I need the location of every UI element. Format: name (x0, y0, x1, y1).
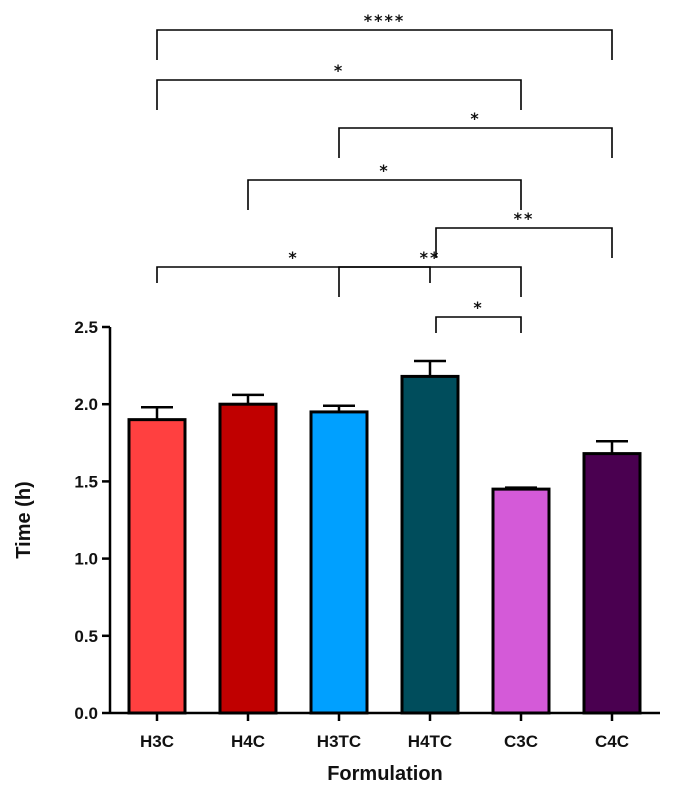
significance-bracket (156, 79, 522, 110)
bar-c3c (491, 487, 551, 715)
significance-brackets: ** *********** (156, 11, 613, 333)
significance-label: * (334, 61, 344, 80)
bar-h4tc (400, 374, 460, 715)
significance-label: **** (364, 11, 405, 30)
bar-h4c (218, 402, 278, 715)
significance-bracket (338, 127, 613, 158)
y-tick-label: 0.5 (74, 627, 98, 646)
significance-bracket (247, 179, 522, 210)
y-tick-label: 0.0 (74, 704, 98, 723)
x-tick-label: C4C (595, 732, 629, 751)
y-tick-label: 2.5 (74, 318, 98, 337)
y-axis-title: Time (h) (13, 481, 35, 558)
x-tick-label: H4TC (408, 732, 452, 751)
significance-bracket (156, 29, 613, 60)
significance-label: ** (514, 209, 535, 228)
y-tick-label: 2.0 (74, 395, 98, 414)
y-tick-label: 1.0 (74, 550, 98, 569)
x-axis-title: Formulation (327, 763, 443, 785)
x-tick-label: C3C (504, 732, 538, 751)
significance-label: * (473, 298, 483, 317)
significance-label: * (288, 248, 298, 267)
significance-bracket (156, 266, 431, 283)
bar-h3tc (309, 410, 369, 715)
x-tick-label: H3C (140, 732, 174, 751)
significance-label: * (379, 161, 389, 180)
x-tick-label: H3TC (317, 732, 361, 751)
bar-h3c (127, 418, 187, 715)
significance-bracket (435, 316, 522, 333)
axes-group: 0.0 0.5 1.0 1.5 2.0 2.5 H3C H4C H3TC H4TC C3C C4C (74, 318, 660, 751)
significance-label: ** (420, 248, 441, 267)
y-tick-label: 1.5 (74, 472, 98, 491)
bars-group (127, 359, 642, 715)
bar-c4c (582, 452, 642, 715)
significance-bracket (338, 266, 522, 297)
significance-bracket (435, 227, 613, 258)
x-tick-label: H4C (231, 732, 265, 751)
significance-label: * (470, 109, 480, 128)
